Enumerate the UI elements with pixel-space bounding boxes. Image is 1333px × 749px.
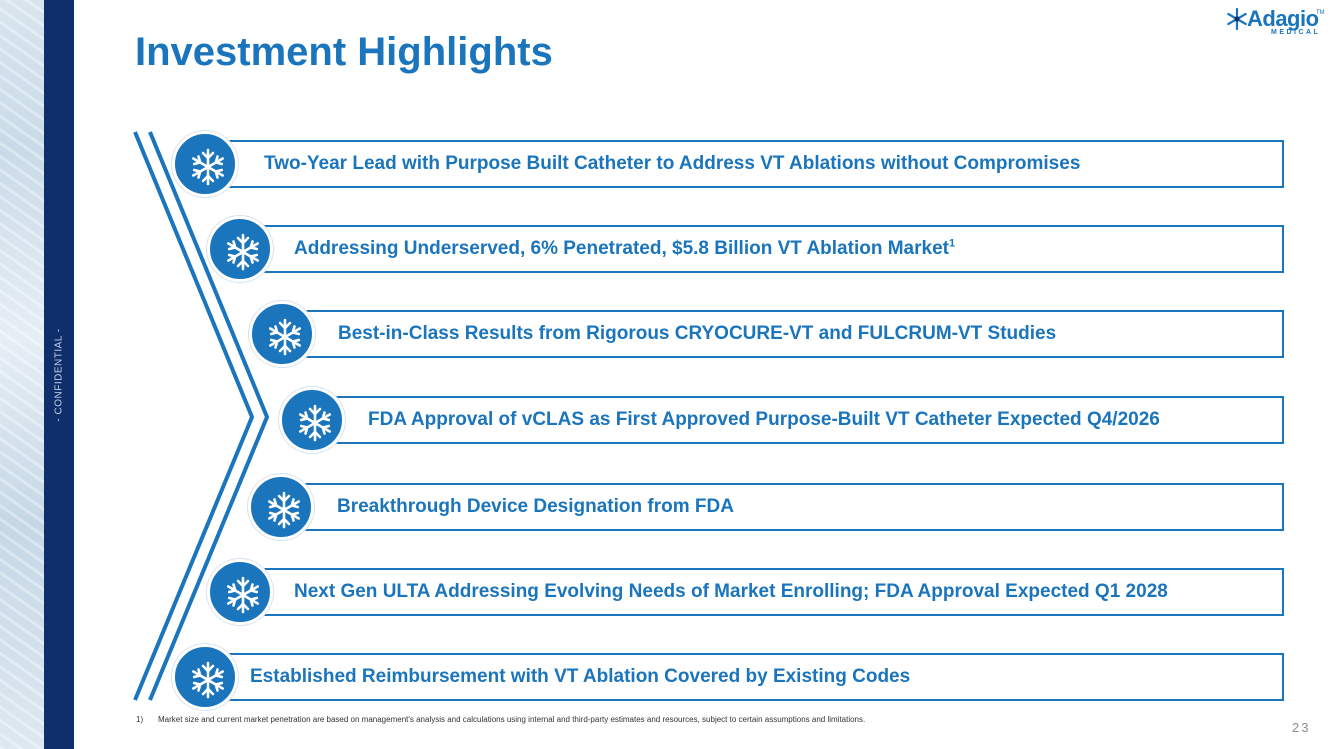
snowflake-icon [249,301,315,367]
snowflake-icon [172,644,238,710]
snowflake-icon [172,131,238,197]
logo-trademark: TM [1316,10,1325,16]
highlight-item [240,568,1284,616]
footnote-marker: 1) [136,715,144,724]
footnote: 1) Market size and current market penetra… [136,715,865,724]
highlight-label: Two-Year Lead with Purpose Built Cathete… [264,140,1080,188]
highlight-label: Next Gen ULTA Addressing Evolving Needs … [294,568,1168,616]
highlight-label: Established Reimbursement with VT Ablati… [250,653,910,701]
highlight-label: Breakthrough Device Designation from FDA [337,483,734,531]
snowflake-icon [207,559,273,625]
highlight-item [205,653,1284,701]
footnote-reference: 1 [948,237,956,250]
highlight-text: Established Reimbursement with VT Ablati… [250,666,911,687]
highlight-text: Two-Year Lead with Purpose Built Cathete… [264,153,1081,174]
snowflake-icon [248,474,314,540]
snowflake-star-icon [1227,8,1247,30]
highlight-text: FDA Approval of vCLAS as First Approved … [368,409,1160,430]
chevron-arrow [133,131,270,701]
page-number: 23 [1292,720,1311,735]
highlight-label: Best-in-Class Results from Rigorous CRYO… [338,310,1056,358]
snowflake-icon [207,216,273,282]
logo-subtitle: MEDICAL [1271,29,1321,36]
page-title: Investment Highlights [135,30,553,74]
highlight-text: Next Gen ULTA Addressing Evolving Needs … [294,581,1168,602]
highlight-item [281,483,1284,531]
highlight-item [240,225,1284,273]
highlight-item [282,310,1284,358]
highlight-text: Breakthrough Device Designation from FDA [337,496,734,517]
snowflake-icon [279,387,345,453]
company-logo: Adagio TM MEDICAL [1226,6,1326,40]
highlight-item [205,140,1284,188]
footnote-text: Market size and current market penetrati… [158,715,866,724]
highlight-label: FDA Approval of vCLAS as First Approved … [368,396,1160,444]
ice-texture-strip [0,0,44,749]
highlight-text: Addressing Underserved, 6% Penetrated, $… [294,238,949,259]
highlight-text: Best-in-Class Results from Rigorous CRYO… [338,323,1057,344]
logo-wordmark: Adagio [1247,6,1319,31]
highlight-label: Addressing Underserved, 6% Penetrated, $… [294,225,955,273]
sidebar-band [44,0,74,749]
highlight-item [312,396,1284,444]
